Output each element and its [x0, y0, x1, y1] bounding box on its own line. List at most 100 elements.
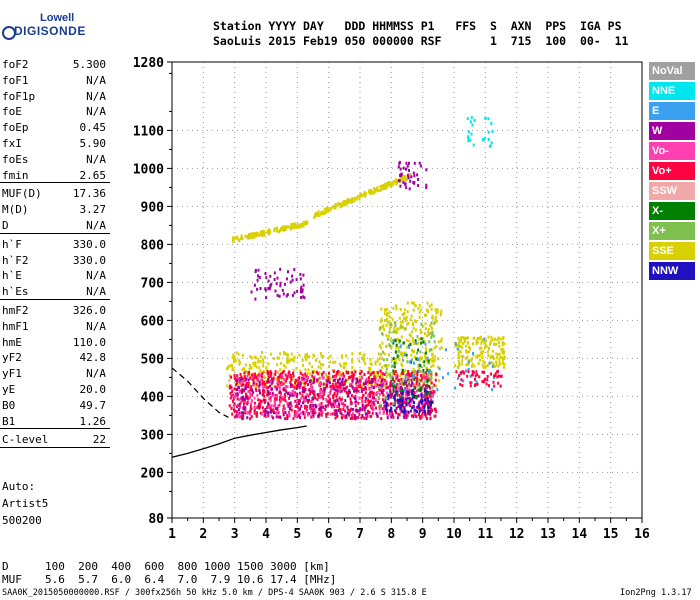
echo-point [494, 374, 497, 378]
echo-point [281, 395, 284, 399]
echo-point [396, 390, 399, 394]
echo-point [347, 370, 350, 374]
echo-point [243, 398, 246, 402]
echo-point [437, 340, 440, 344]
echo-point [407, 403, 410, 407]
echo-point [385, 324, 388, 328]
header-line-2: SaoLuis 2015 Feb19 050 000000 RSF 1 715 … [213, 34, 629, 48]
echo-point [344, 378, 347, 382]
param-value: 326.0 [72, 304, 106, 317]
echo-point [393, 326, 396, 330]
echo-point [293, 355, 296, 359]
echo-point [320, 401, 323, 405]
param-row: fxI 5.90 [2, 137, 106, 152]
echo-point [407, 388, 410, 392]
echo-point [394, 350, 397, 354]
echo-point [379, 346, 382, 350]
echo-point [312, 415, 315, 419]
echo-point [406, 390, 409, 394]
echo-point [233, 355, 236, 359]
param-value: 2.65 [79, 168, 107, 182]
echo-point [278, 403, 281, 407]
echo-point [339, 381, 342, 385]
legend-item-vo-: Vo+ [649, 162, 695, 180]
echo-point [327, 376, 330, 380]
echo-point [372, 191, 375, 195]
echo-point [225, 367, 228, 371]
echo-point [245, 381, 248, 385]
echo-point [298, 354, 301, 357]
echo-point [435, 319, 438, 323]
echo-point [387, 334, 390, 338]
param-value: 110.0 [72, 335, 106, 349]
echo-point [258, 383, 261, 387]
echo-point [355, 197, 358, 201]
echo-point [467, 370, 470, 373]
echo-point [337, 380, 340, 384]
echo-point [267, 390, 270, 394]
echo-point [374, 377, 377, 381]
param-name: foF1 [2, 73, 29, 87]
echo-point [330, 206, 333, 210]
param-name: foEs [2, 152, 29, 166]
echo-point [250, 356, 253, 360]
param-name: h`Es [2, 285, 29, 299]
echo-point [409, 342, 412, 346]
param-name: C-level [2, 433, 49, 447]
echo-point [255, 382, 258, 386]
echo-point [476, 382, 479, 386]
echo-point [367, 394, 370, 398]
echo-point [311, 397, 314, 401]
param-row: M(D) 3.27 [2, 203, 106, 218]
echo-point [430, 409, 433, 413]
echo-point [463, 340, 466, 343]
echo-point [422, 369, 425, 372]
echo-point [352, 412, 354, 416]
echo-point [287, 404, 290, 408]
echo-point [418, 310, 421, 314]
echo-point [424, 358, 427, 362]
echo-point [345, 354, 348, 358]
echo-point [420, 396, 423, 399]
echo-point [412, 323, 414, 326]
echo-point [289, 280, 292, 284]
echo-point [365, 380, 368, 384]
echo-point [461, 370, 464, 374]
echo-point [401, 368, 404, 372]
echo-point [335, 371, 338, 375]
y-tick-label: 400 [141, 390, 165, 405]
echo-point [422, 376, 425, 380]
echo-point [289, 404, 292, 408]
echo-point [385, 409, 388, 413]
param-separator [0, 447, 110, 449]
echo-point [370, 414, 373, 418]
echo-point [367, 371, 370, 375]
echo-point [462, 379, 465, 383]
echo-point [280, 399, 283, 402]
echo-point [294, 393, 297, 397]
param-value: 0.45 [79, 121, 107, 135]
echo-point [311, 409, 314, 412]
echo-point [428, 376, 431, 380]
echo-point [404, 393, 407, 397]
echo-point [335, 397, 338, 401]
echo-point [238, 359, 241, 363]
y-tick-label: 300 [141, 428, 165, 443]
echo-point [288, 370, 291, 374]
echo-point [277, 411, 280, 415]
echo-point [419, 308, 422, 312]
echo-point [236, 377, 239, 381]
echo-point [351, 358, 353, 362]
echo-point [420, 378, 423, 382]
echo-point [260, 382, 262, 386]
echo-point [246, 236, 249, 240]
echo-point [406, 310, 409, 313]
echo-point [295, 412, 298, 416]
echo-point [435, 311, 438, 315]
echo-point [320, 212, 323, 216]
echo-point [336, 392, 339, 396]
echo-point [459, 344, 462, 348]
echo-point [430, 336, 433, 339]
echo-point [391, 180, 394, 184]
echo-point [419, 328, 422, 332]
